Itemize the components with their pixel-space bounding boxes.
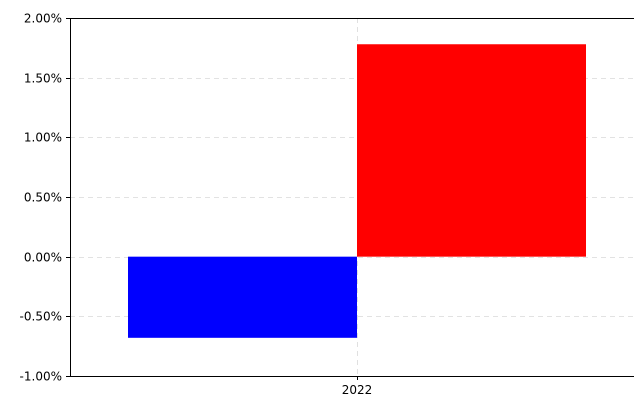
y-tick-label: -0.50%: [20, 310, 62, 324]
x-tick-label: 2022: [342, 383, 373, 397]
y-tick-label: 0.00%: [24, 251, 62, 265]
x-ticks: 2022: [342, 376, 373, 397]
y-tick-label: 1.00%: [24, 131, 62, 145]
bars: [128, 44, 586, 338]
y-tick-label: 1.50%: [24, 72, 62, 86]
y-ticks: -1.00% -0.50% 0.00% 0.50% 1.00% 1.50% 2.00%: [20, 12, 70, 384]
y-tick-label: 0.50%: [24, 191, 62, 205]
axes: [70, 18, 634, 377]
bar-series-0: [128, 256, 357, 338]
bar-series-1: [357, 44, 586, 257]
y-tick-label: 2.00%: [24, 12, 62, 26]
y-tick-label: -1.00%: [20, 370, 62, 384]
